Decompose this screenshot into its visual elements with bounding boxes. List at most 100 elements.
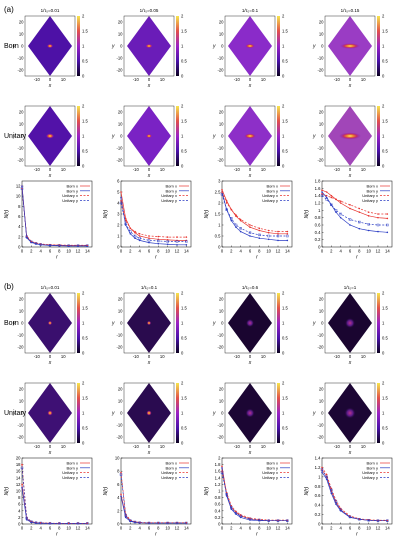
impurity-spot: [47, 410, 53, 416]
x-tick-label: 0: [249, 444, 252, 449]
colorbar-tick: 0.5: [181, 59, 187, 64]
series-point: [321, 191, 323, 193]
series-point: [20, 466, 24, 470]
y-tick-label: -10: [116, 333, 123, 338]
y-tick-label: 0: [318, 245, 321, 250]
x-tick-label: 4: [39, 249, 42, 254]
colorbar-tick: 1.5: [282, 29, 288, 34]
x-tick-label: 14: [184, 526, 189, 531]
series-point: [258, 233, 261, 237]
x-tick-label: 0: [249, 77, 252, 82]
series-point: [267, 231, 270, 234]
x-tick-label: 0: [120, 526, 123, 531]
series-line-1: [120, 197, 187, 246]
x-tick-label: 10: [261, 167, 266, 172]
y-tick-label: 10: [319, 32, 324, 37]
y-tick-label: 0: [218, 245, 221, 250]
x-tick-label: 2: [230, 526, 233, 531]
y-tick-label: 4: [18, 508, 21, 513]
x-tick-label: 8: [358, 249, 361, 254]
x-tick-label: 0: [349, 354, 352, 359]
y-tick-label: 0: [21, 134, 24, 139]
x-tick-label: 0: [249, 354, 252, 359]
x-tick-label: 6: [349, 526, 352, 531]
colorbar-tick: 0: [382, 351, 385, 356]
legend-label: Born y: [165, 188, 177, 193]
x-tick-label: -10: [334, 77, 341, 82]
colorbar: [77, 16, 80, 76]
x-axis-label: x: [48, 83, 52, 89]
colorbar-tick: 1.5: [382, 396, 388, 401]
y-tick-label: 0: [321, 134, 324, 139]
colorbar-tick: 1: [82, 411, 85, 416]
heatmap-frame: [324, 292, 376, 354]
colorbar-tick: 1: [282, 411, 285, 416]
legend-label: Unitary x: [262, 193, 278, 198]
y-tick-label: -10: [116, 146, 123, 151]
legend-label: Unitary y: [62, 475, 78, 480]
y-tick-label: 0: [120, 44, 123, 49]
series-point: [258, 237, 261, 239]
x-tick-label: 4: [339, 526, 342, 531]
y-axis-label: y: [12, 411, 16, 417]
heatmap-frame: [24, 382, 76, 444]
impurity-spot: [244, 133, 256, 139]
x-axis-label: x: [248, 173, 252, 179]
line-chart-b-3: 0 2 4 6 8 10 12 14 0 0.2 0.4 0.6 0.8 1 1.2 1.4 r N(r) Born…: [304, 456, 393, 538]
colorbar-tick: 1.5: [382, 119, 388, 124]
y-tick-label: 10: [118, 399, 123, 404]
colorbar: [176, 383, 179, 443]
panel-label: (b): [4, 282, 14, 291]
y-tick-label: 20: [319, 387, 324, 392]
x-tick-label: 12: [376, 526, 381, 531]
y-tick-label: 0: [221, 411, 224, 416]
colorbar-tick: 1: [82, 134, 85, 139]
colorbar-tick: 1.5: [82, 119, 88, 124]
y-tick-label: 20: [219, 20, 224, 25]
series-point: [185, 240, 188, 243]
series-point: [134, 237, 136, 239]
y-tick-label: 18: [16, 462, 21, 467]
series-line-1: [221, 191, 288, 241]
y-tick-label: -20: [217, 158, 224, 163]
y-tick-label: -10: [217, 56, 224, 61]
colorbar-tick: 0.5: [382, 426, 388, 431]
y-tick-label: 20: [219, 110, 224, 115]
series-point: [138, 239, 141, 242]
heatmap-frame: [123, 292, 175, 354]
series-point: [175, 521, 179, 525]
series-point: [349, 224, 351, 226]
x-tick-label: 14: [85, 249, 90, 254]
series-point: [133, 520, 137, 524]
series-point: [230, 217, 233, 220]
plot-frame: [21, 180, 93, 248]
series-point: [34, 242, 38, 245]
colorbar-tick: 2: [382, 291, 385, 296]
series-point: [157, 242, 160, 245]
series-point: [134, 231, 136, 234]
legend-label: Born x: [165, 461, 177, 466]
x-tick-label: -10: [334, 354, 341, 359]
legend-label: Born y: [366, 465, 378, 470]
y-tick-label: 10: [319, 399, 324, 404]
x-tick-label: 10: [361, 354, 366, 359]
colorbar-tick: 1.5: [181, 396, 187, 401]
legend-label: Unitary x: [262, 470, 278, 475]
x-axis-label: r: [155, 532, 157, 538]
y-axis-label: N(r): [4, 486, 10, 495]
row-label-born: Born: [4, 43, 19, 50]
x-tick-label: 12: [175, 249, 180, 254]
series-point: [276, 519, 280, 522]
series-point: [358, 518, 361, 521]
x-tick-label: 8: [157, 526, 160, 531]
x-tick-label: 14: [385, 249, 390, 254]
x-tick-label: 10: [366, 526, 371, 531]
series-line-3: [21, 467, 88, 524]
